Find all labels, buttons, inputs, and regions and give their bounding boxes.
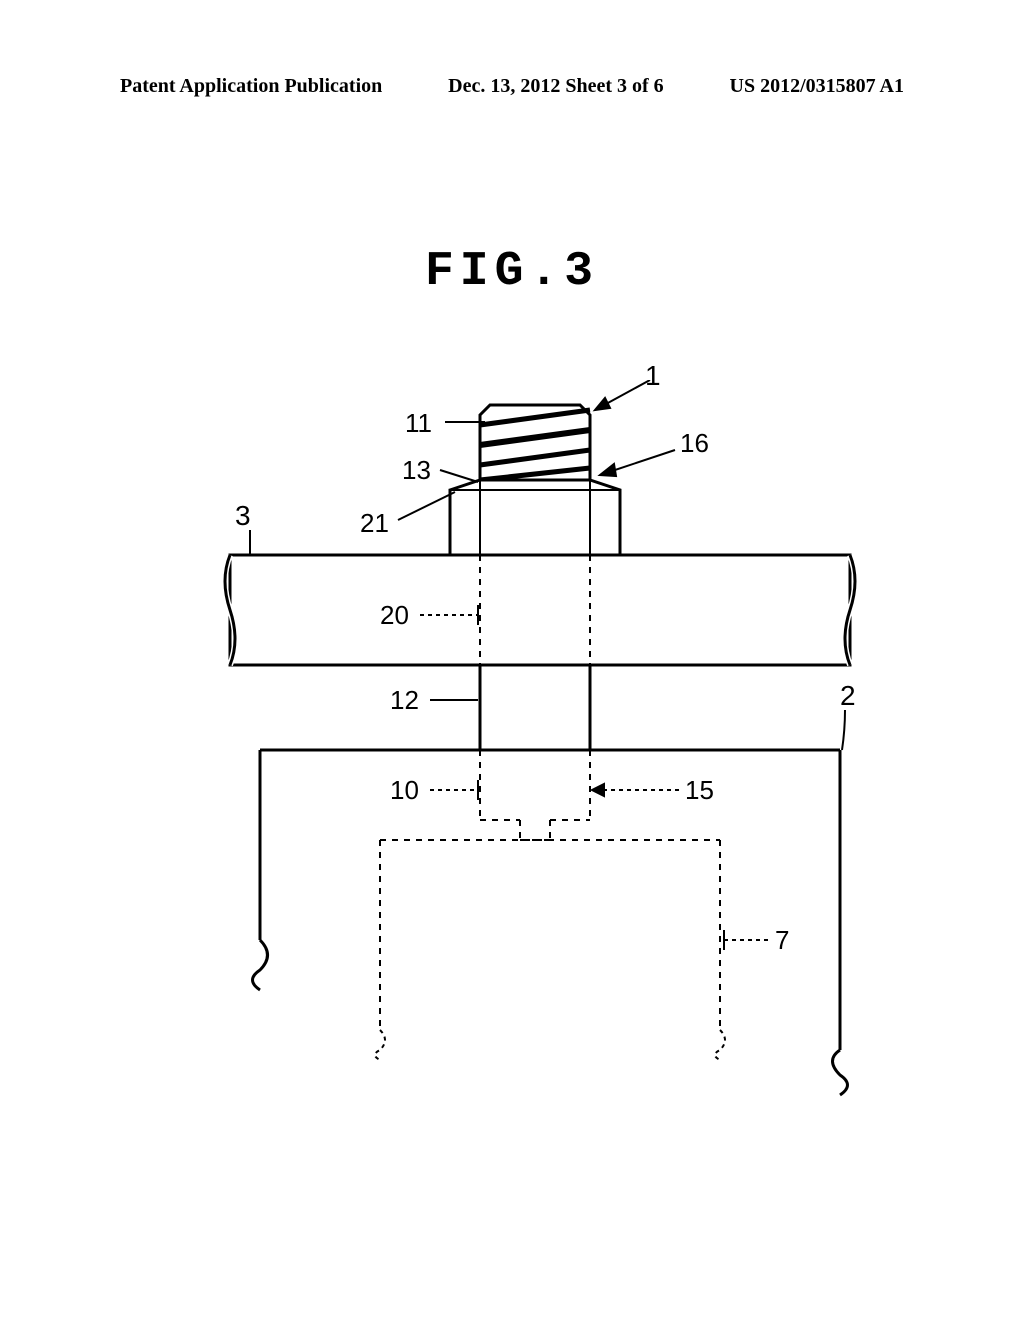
hex-nut (450, 480, 620, 555)
body-2 (253, 750, 848, 1095)
diagram-svg (180, 380, 880, 1100)
label-2: 2 (840, 680, 856, 712)
label-10: 10 (390, 775, 419, 806)
header-center: Dec. 13, 2012 Sheet 3 of 6 (448, 75, 664, 98)
label-11: 11 (405, 408, 432, 439)
label-21: 21 (360, 508, 389, 539)
label-12: 12 (390, 685, 419, 716)
page-header: Patent Application Publication Dec. 13, … (120, 75, 904, 98)
bolt-threaded-top (480, 405, 590, 480)
bore-hidden (375, 750, 725, 1060)
figure-diagram: 1 11 13 16 21 3 20 12 2 10 15 7 (180, 380, 880, 1100)
header-left: Patent Application Publication (120, 75, 382, 98)
label-7: 7 (775, 925, 789, 956)
label-13: 13 (402, 455, 431, 486)
figure-title: FIG.3 (425, 245, 599, 299)
bolt-shaft-visible (480, 665, 590, 750)
label-15: 15 (685, 775, 714, 806)
label-1: 1 (645, 360, 661, 392)
plate-3 (225, 555, 855, 665)
label-16: 16 (680, 428, 709, 459)
label-3: 3 (235, 500, 251, 532)
header-right: US 2012/0315807 A1 (730, 75, 904, 98)
label-20: 20 (380, 600, 409, 631)
